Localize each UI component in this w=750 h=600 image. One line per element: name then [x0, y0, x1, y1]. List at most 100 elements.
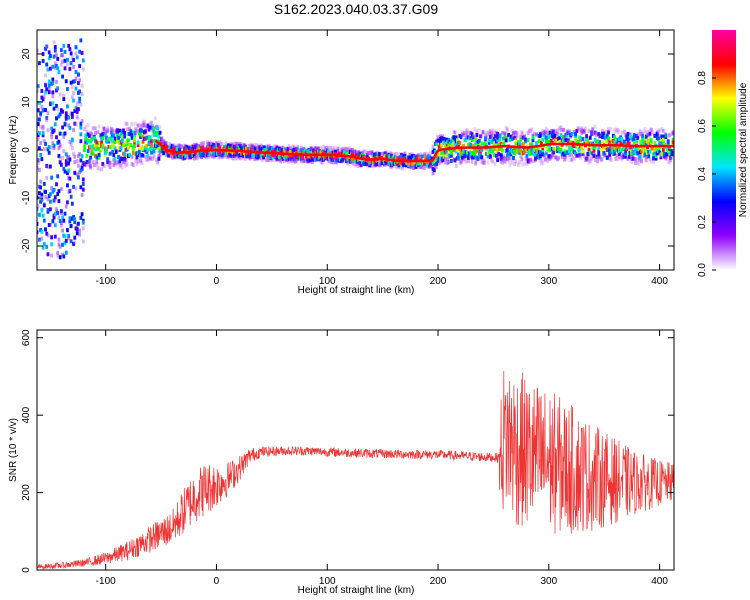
spectrogram-cell — [62, 218, 66, 223]
spectrogram-cell — [62, 166, 66, 171]
spectrogram-cell — [125, 127, 129, 132]
spectrogram-cell — [353, 150, 357, 155]
spectrogram-cell — [241, 156, 245, 161]
spectrogram-cell — [395, 164, 398, 169]
spectrogram-cell — [635, 138, 638, 143]
spectrogram-cell — [666, 140, 670, 145]
spectrogram-cell — [622, 145, 626, 150]
spectrogram-cell — [50, 175, 54, 180]
spectrogram-cell — [37, 101, 39, 106]
spectrogram-cell — [501, 156, 504, 161]
spectrogram-cell — [172, 143, 175, 148]
spectrogram-cell — [72, 98, 75, 103]
spectrogram-cell — [502, 139, 506, 144]
spectrogram-cell — [360, 150, 364, 155]
spectrogram-cell — [504, 135, 508, 140]
spectrogram-cell — [201, 142, 205, 147]
spectrogram-cell — [59, 162, 63, 167]
spectrogram-cell — [653, 133, 657, 138]
spectrogram-cell — [261, 158, 264, 163]
spectrogram-cell — [207, 150, 211, 155]
spectrogram-cell — [106, 163, 110, 168]
spectrogram-cell — [80, 83, 84, 88]
spectrogram-cell — [615, 153, 619, 158]
spectrogram-cell — [481, 130, 485, 135]
spectrogram-cell — [664, 155, 668, 160]
spectrogram-cell — [473, 127, 476, 132]
spectrogram-cell — [209, 140, 213, 145]
spectrogram-cell — [81, 226, 85, 231]
y-tick-label: -20 — [21, 238, 32, 253]
y-tick-label: 10 — [21, 96, 32, 108]
spectrogram-cell — [113, 140, 117, 145]
spectrogram-cell — [493, 146, 497, 151]
spectrogram-cell — [541, 138, 545, 143]
spectrogram-cell — [45, 231, 49, 236]
spectrogram-cell — [90, 137, 94, 142]
spectrogram-cell — [601, 156, 604, 161]
spectrogram-cell — [512, 131, 515, 136]
spectrogram-cell — [200, 142, 203, 147]
spectrogram-cell — [123, 159, 127, 164]
colorbar-tick-label: 0.0 — [697, 263, 708, 277]
spectrogram-cell — [615, 145, 619, 150]
spectrogram-cell — [79, 121, 83, 126]
spectrogram-cell — [636, 135, 640, 140]
spectrogram-cell — [70, 84, 74, 89]
spectrogram-cell — [61, 74, 64, 79]
spectrogram-cell — [402, 162, 406, 167]
spectrogram-cell — [50, 126, 54, 131]
spectrogram-cell — [155, 133, 158, 138]
spectrogram-cell — [113, 157, 117, 162]
spectrogram-cell — [38, 61, 41, 66]
spectrogram-cell — [499, 146, 503, 151]
spectrogram-cell — [204, 155, 208, 160]
spectrogram-cell — [100, 140, 103, 145]
spectrogram-cell — [577, 153, 581, 158]
spectrogram-cell — [155, 158, 158, 163]
spectrogram-cell — [170, 155, 174, 160]
spectrogram-cell — [557, 156, 560, 161]
spectrogram-cell — [339, 157, 342, 162]
spectrogram-cell — [212, 142, 216, 147]
spectrogram-cell — [303, 158, 307, 163]
spectrogram-cell — [321, 144, 325, 149]
spectrogram-cell — [336, 149, 340, 154]
spectrogram-cell — [41, 213, 45, 218]
spectrogram-cell — [566, 130, 570, 135]
spectrogram-cell — [52, 40, 56, 45]
spectrogram-cell — [67, 123, 71, 128]
spectrogram-cell — [586, 157, 590, 162]
spectrogram-cell — [671, 129, 674, 134]
spectrogram-cell — [513, 162, 517, 167]
spectrogram-cell — [661, 134, 665, 139]
spectrogram-cell — [74, 51, 78, 56]
spectrogram-cell — [49, 102, 52, 107]
spectrogram-cell — [45, 176, 49, 181]
spectrogram-cell — [627, 154, 631, 159]
spectrogram-cell — [588, 150, 592, 155]
spectrogram-cell — [252, 157, 256, 162]
spectrogram-cell — [661, 137, 665, 142]
spectrogram-cell — [148, 157, 152, 162]
spectrogram-cell — [543, 157, 547, 162]
spectrogram-cell — [353, 149, 357, 154]
spectrogram-cell — [587, 128, 591, 133]
spectrogram-cell — [173, 145, 177, 150]
spectrogram-cell — [613, 127, 617, 132]
spectrogram-cell — [57, 199, 61, 204]
spectrogram-cell — [668, 160, 671, 165]
spectrogram-cell — [46, 164, 50, 169]
spectrogram-cell — [144, 129, 147, 134]
spectrogram-cell — [499, 153, 503, 158]
spectrogram-cell — [285, 158, 289, 163]
spectrogram-cell — [493, 129, 497, 134]
spectrogram-cell — [480, 134, 484, 139]
spectrogram-cell — [142, 123, 146, 128]
spectrogram-cell — [108, 145, 112, 150]
spectrogram-cell — [186, 148, 190, 153]
spectrogram-cell — [80, 212, 84, 217]
spectrogram-cell — [335, 158, 339, 163]
x-tick-label: 400 — [651, 276, 668, 287]
